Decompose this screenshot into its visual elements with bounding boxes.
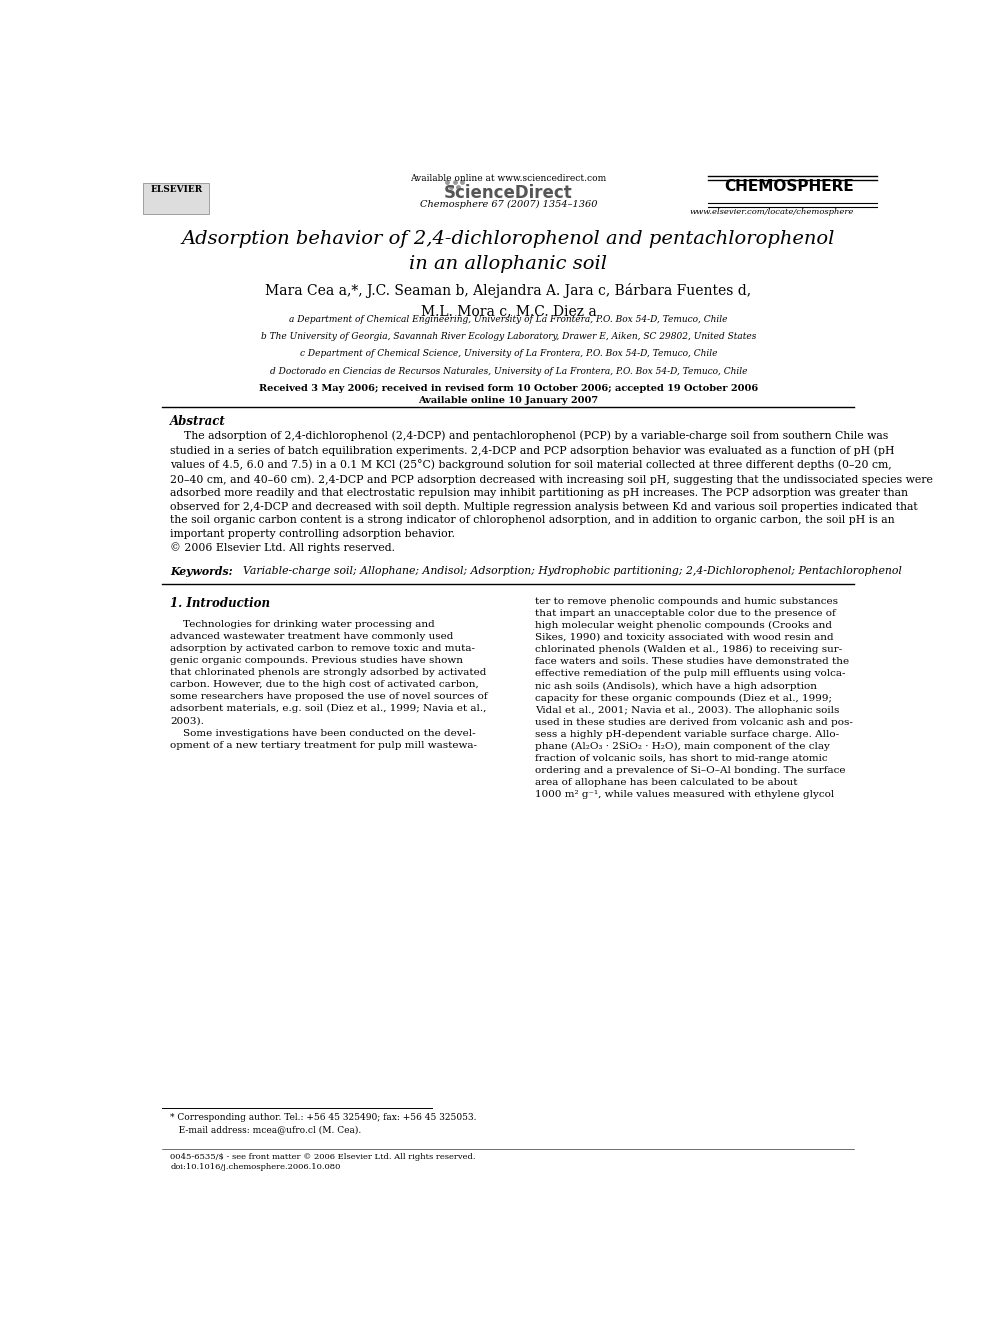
Text: ter to remove phenolic compounds and humic substances
that impart an unacceptabl: ter to remove phenolic compounds and hum…	[536, 597, 853, 799]
Text: a Department of Chemical Engineering, University of La Frontera, P.O. Box 54-D, : a Department of Chemical Engineering, Un…	[289, 315, 728, 324]
Text: Chemosphere 67 (2007) 1354–1360: Chemosphere 67 (2007) 1354–1360	[420, 200, 597, 209]
Text: Available online at www.sciencedirect.com: Available online at www.sciencedirect.co…	[411, 175, 606, 183]
Text: www.elsevier.com/locate/chemosphere: www.elsevier.com/locate/chemosphere	[690, 208, 854, 216]
Text: b The University of Georgia, Savannah River Ecology Laboratory, Drawer E, Aiken,: b The University of Georgia, Savannah Ri…	[261, 332, 756, 341]
Text: The adsorption of 2,4-dichlorophenol (2,4-DCP) and pentachlorophenol (PCP) by a : The adsorption of 2,4-dichlorophenol (2,…	[171, 431, 933, 553]
Text: ScienceDirect: ScienceDirect	[444, 184, 572, 202]
Text: d Doctorado en Ciencias de Recursos Naturales, University of La Frontera, P.O. B: d Doctorado en Ciencias de Recursos Natu…	[270, 366, 747, 376]
Text: 1. Introduction: 1. Introduction	[171, 597, 270, 610]
Text: Received 3 May 2006; received in revised form 10 October 2006; accepted 19 Octob: Received 3 May 2006; received in revised…	[259, 384, 758, 405]
Text: Keywords:: Keywords:	[171, 566, 236, 577]
Text: CHEMOSPHERE: CHEMOSPHERE	[724, 179, 854, 194]
Text: ELSEVIER: ELSEVIER	[150, 185, 202, 194]
Bar	[143, 183, 208, 214]
Text: Abstract: Abstract	[171, 415, 226, 429]
Text: Variable-charge soil; Allophane; Andisol; Adsorption; Hydrophobic partitioning; : Variable-charge soil; Allophane; Andisol…	[243, 566, 902, 577]
Text: Technologies for drinking water processing and
advanced wastewater treatment hav: Technologies for drinking water processi…	[171, 620, 488, 750]
Text: Adsorption behavior of 2,4-dichlorophenol and pentachlorophenol
in an allophanic: Adsorption behavior of 2,4-dichloropheno…	[182, 230, 835, 273]
Text: * Corresponding author. Tel.: +56 45 325490; fax: +56 45 325053.
   E-mail addre: * Corresponding author. Tel.: +56 45 325…	[171, 1113, 476, 1134]
Text: Mara Cea a,*, J.C. Seaman b, Alejandra A. Jara c, Bárbara Fuentes d,
M.L. Mora c: Mara Cea a,*, J.C. Seaman b, Alejandra A…	[265, 283, 752, 319]
Text: c Department of Chemical Science, University of La Frontera, P.O. Box 54-D, Temu: c Department of Chemical Science, Univer…	[300, 349, 717, 359]
Text: 0045-6535/$ - see front matter © 2006 Elsevier Ltd. All rights reserved.
doi:10.: 0045-6535/$ - see front matter © 2006 El…	[171, 1154, 475, 1171]
